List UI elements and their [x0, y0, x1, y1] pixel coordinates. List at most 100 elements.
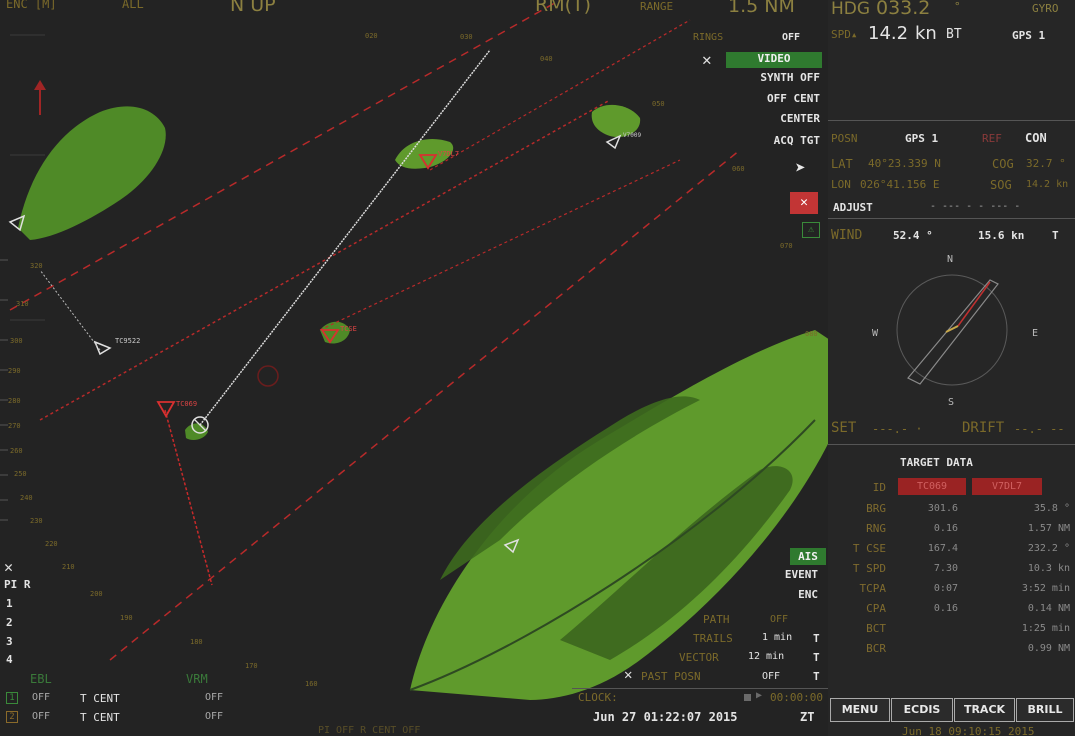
past-posn-mode[interactable]: T	[813, 670, 820, 683]
speed-unit: kn	[915, 23, 937, 44]
ebl-row-2-cent[interactable]: T CENT	[80, 711, 120, 724]
north-arrow-head	[34, 80, 46, 90]
pi-item-1[interactable]: 1	[6, 597, 13, 610]
ebl-row-1-number[interactable]: 1	[6, 692, 18, 704]
orientation-mode[interactable]: N UP	[230, 0, 276, 16]
pi-item-3[interactable]: 3	[6, 635, 13, 648]
vector-mode[interactable]: T	[813, 651, 820, 664]
target-tc069-symbol[interactable]	[156, 401, 176, 418]
path-label: PATH	[703, 613, 730, 626]
own-ship-symbol[interactable]	[191, 416, 209, 434]
ebl-row-2-value[interactable]: OFF	[32, 711, 51, 722]
target-south-symbol[interactable]	[503, 538, 520, 554]
clock-play-icon[interactable]: ▶	[756, 690, 763, 701]
radar-display[interactable]	[0, 0, 830, 736]
synth-off-button[interactable]: SYNTH OFF	[760, 71, 820, 84]
event-button[interactable]: EVENT	[784, 568, 818, 581]
range-label: RANGE	[640, 0, 674, 13]
clock-stop-icon[interactable]	[744, 694, 751, 701]
ref-value[interactable]: CON	[1025, 131, 1047, 145]
adjust-label[interactable]: ADJUST	[833, 201, 873, 214]
bearing-label-220: 220	[45, 540, 58, 548]
target-id-label: ID	[872, 481, 886, 494]
past-posn-label: PAST POSN	[641, 670, 701, 683]
target-tc9522-symbol[interactable]	[93, 340, 112, 356]
range-value[interactable]: 1.5 NM	[728, 0, 795, 17]
danger-circle-marker	[257, 365, 279, 387]
ebl-row-1-value[interactable]: OFF	[32, 692, 51, 703]
posn-source[interactable]: GPS 1	[905, 132, 939, 145]
target-row-value-1: 7.30	[933, 563, 958, 574]
brill-button[interactable]: BRILL	[1016, 698, 1074, 722]
target-v7dl7-symbol[interactable]	[418, 154, 438, 170]
target-v7009-symbol[interactable]	[605, 134, 622, 150]
vrm-row-1-value[interactable]: OFF	[205, 692, 224, 703]
track-button[interactable]: TRACK	[954, 698, 1015, 722]
warning-icon[interactable]: ⚠	[802, 222, 820, 238]
pi-item-4[interactable]: 4	[6, 653, 13, 666]
red-dashed-line-5	[429, 19, 691, 171]
vector-value[interactable]: 12 min	[748, 651, 785, 662]
close-icon[interactable]: ✕	[702, 50, 712, 69]
target-west-edge-symbol[interactable]	[8, 214, 26, 232]
target-row-value-1: 301.6	[927, 503, 958, 514]
target-tc9522-vector	[39, 269, 101, 351]
pi-item-2[interactable]: 2	[6, 616, 13, 629]
path-value[interactable]: OFF	[770, 614, 789, 625]
cursor-arrow-icon[interactable]: ➤	[795, 158, 806, 179]
bearing-label-290: 290	[8, 367, 21, 375]
pi-close-icon[interactable]: ✕	[4, 558, 14, 576]
target-row-label: BCT	[866, 622, 886, 635]
bearing-label-170: 170	[245, 662, 258, 670]
wind-speed: 15.6 kn	[978, 229, 1025, 242]
speed-source[interactable]: GPS 1	[1012, 29, 1046, 42]
target-tc069-vector	[164, 409, 213, 586]
bearing-label-160: 160	[305, 680, 318, 688]
target-row-label: RNG	[866, 522, 886, 535]
bearing-scale	[0, 259, 8, 521]
target-row-label: CPA	[866, 602, 886, 615]
compass-north: N	[947, 254, 954, 265]
ecdis-button[interactable]: ECDIS	[891, 698, 953, 722]
ebl-row-1-cent[interactable]: T CENT	[80, 692, 120, 705]
wind-mode: T	[1052, 229, 1059, 242]
target-label-tcse: TCSE	[340, 325, 357, 333]
trails-value[interactable]: 1 min	[762, 632, 793, 643]
past-posn-value[interactable]: OFF	[762, 671, 781, 682]
target-row-value-2: 232.2 °	[1027, 543, 1070, 554]
target-row-value-2: 35.8 °	[1033, 503, 1070, 514]
speed-mode[interactable]: BT	[946, 27, 962, 42]
bearing-label-270: 270	[8, 422, 21, 430]
target-row-label: T SPD	[852, 562, 886, 575]
target-id-1[interactable]: TC069	[898, 478, 966, 495]
center-button[interactable]: CENTER	[780, 112, 820, 125]
bearing-label-050: 050	[652, 100, 665, 108]
menu-button[interactable]: MENU	[830, 698, 890, 722]
target-delete-icon[interactable]: ✕	[790, 192, 818, 214]
vrm-row-2-value[interactable]: OFF	[205, 711, 224, 722]
red-dashed-line-4	[319, 159, 681, 331]
ebl-row-2-number[interactable]: 2	[6, 711, 18, 723]
pi-label: PI R	[4, 578, 31, 591]
video-button[interactable]: VIDEO	[726, 52, 822, 68]
sog-label: SOG	[990, 178, 1012, 192]
off-center-button[interactable]: OFF CENT	[767, 92, 820, 105]
bearing-label-240: 240	[20, 494, 33, 502]
target-id-2[interactable]: V7DL7	[972, 478, 1042, 495]
heading-unit: °	[954, 0, 961, 13]
chart-mode-label[interactable]: ENC [M]	[6, 0, 57, 11]
motion-mode[interactable]: RM(T)	[535, 0, 592, 16]
display-all-label[interactable]: ALL	[122, 0, 144, 11]
own-ship-heading-line[interactable]	[199, 49, 491, 426]
target-label-v7dl7: V7DL7	[438, 150, 460, 158]
rings-value[interactable]: OFF	[782, 32, 801, 43]
target-tcse-symbol[interactable]	[320, 329, 340, 344]
enc-button[interactable]: ENC	[798, 588, 818, 601]
acquire-target-button[interactable]: ACQ TGT	[773, 134, 820, 147]
own-ship-cross-a	[193, 418, 207, 432]
past-posn-close-icon[interactable]: ✕	[624, 667, 633, 683]
wind-direction: 52.4 °	[893, 229, 933, 242]
target-row-value-1: 167.4	[927, 543, 958, 554]
ais-button[interactable]: AIS	[790, 548, 826, 565]
trails-mode[interactable]: T	[813, 632, 820, 645]
